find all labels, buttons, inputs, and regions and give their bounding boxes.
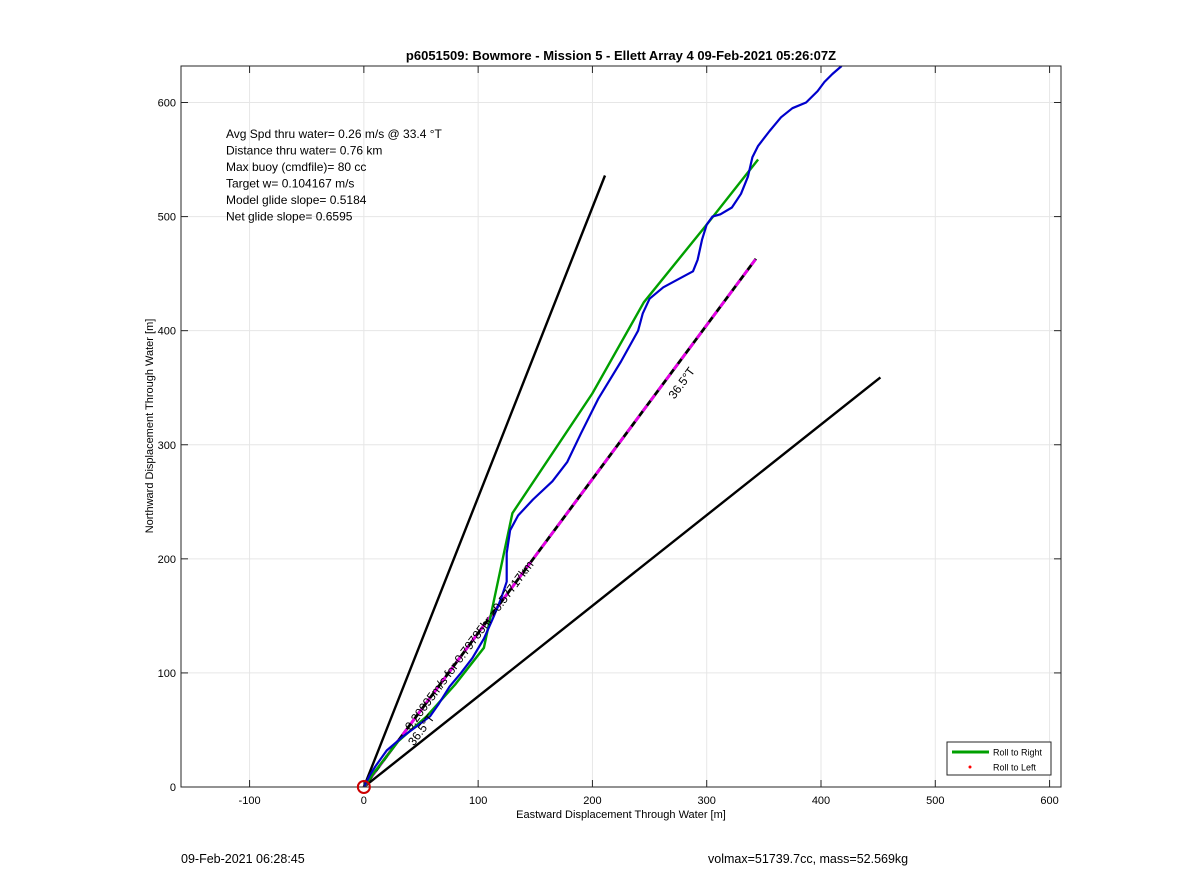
axis-ticks bbox=[181, 66, 1061, 788]
y-tick-labels: 0 100 200 300 400 500 600 bbox=[158, 98, 176, 794]
bearing-limit-line bbox=[363, 376, 882, 787]
plot-frame bbox=[180, 65, 1062, 788]
roll-right-line bbox=[362, 158, 760, 787]
bearing-limit-line bbox=[362, 175, 607, 787]
legend-box bbox=[946, 741, 1052, 776]
legend-label: Roll to Left bbox=[993, 763, 1037, 773]
footer-metadata: volmax=51739.7cc, mass=52.569kg bbox=[708, 852, 909, 866]
chart-title: p6051509: Bowmore - Mission 5 - Ellett A… bbox=[406, 48, 836, 63]
x-tick-label: 600 bbox=[1040, 795, 1058, 807]
x-axis-label: Eastward Displacement Through Water [m] bbox=[516, 809, 726, 821]
info-line: Model glide slope= 0.5184 bbox=[226, 193, 367, 207]
data-layer bbox=[362, 66, 882, 787]
footer-timestamp: 09-Feb-2021 06:28:45 bbox=[181, 852, 305, 866]
info-line: Distance thru water= 0.76 km bbox=[226, 144, 382, 158]
y-tick-label: 300 bbox=[158, 440, 176, 452]
y-tick-label: 0 bbox=[170, 782, 176, 794]
legend: Roll to Right Roll to Left bbox=[946, 741, 1052, 776]
y-tick-label: 200 bbox=[158, 554, 176, 566]
x-tick-label: -100 bbox=[239, 795, 261, 807]
legend-label: Roll to Right bbox=[993, 748, 1043, 758]
x-tick-label: 300 bbox=[698, 795, 716, 807]
start-marker bbox=[356, 780, 371, 794]
plot-area bbox=[181, 66, 1061, 787]
x-tick-label: 100 bbox=[469, 795, 487, 807]
y-tick-label: 400 bbox=[158, 326, 176, 338]
x-tick-label: 0 bbox=[361, 795, 367, 807]
info-line: Net glide slope= 0.6595 bbox=[226, 210, 353, 224]
x-tick-label: 500 bbox=[926, 795, 944, 807]
y-tick-label: 100 bbox=[158, 668, 176, 680]
info-line: Avg Spd thru water= 0.26 m/s @ 33.4 °T bbox=[226, 127, 443, 141]
legend-swatch-dot bbox=[968, 765, 972, 769]
grid-lines bbox=[181, 66, 1061, 788]
net-track-dash bbox=[362, 257, 758, 787]
y-tick-label: 500 bbox=[158, 212, 176, 224]
info-text-block: Avg Spd thru water= 0.26 m/s @ 33.4 °T Di… bbox=[226, 127, 443, 224]
info-line: Target w= 0.104167 m/s bbox=[226, 177, 354, 191]
glider-track-line bbox=[362, 66, 843, 787]
x-tick-labels: -100 0 100 200 300 400 500 600 bbox=[239, 795, 1059, 807]
y-axis-label: Northward Displacement Through Water [m] bbox=[144, 319, 156, 534]
info-line: Max buoy (cmdfile)= 80 cc bbox=[226, 160, 366, 174]
y-tick-label: 600 bbox=[158, 98, 176, 110]
x-tick-label: 200 bbox=[583, 795, 601, 807]
x-tick-label: 400 bbox=[812, 795, 830, 807]
